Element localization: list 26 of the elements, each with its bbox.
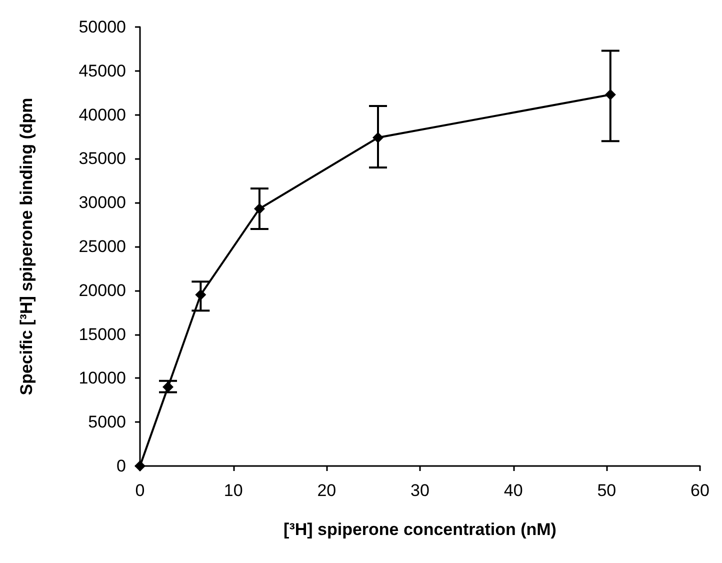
y-tick-label: 30000 [78, 193, 126, 212]
y-tick-label: 5000 [88, 412, 126, 432]
x-tick-label: 10 [224, 481, 243, 500]
y-tick-label: 50000 [78, 18, 126, 36]
point [195, 289, 206, 300]
y-axis-title: Specific [³H] spiperone binding (dpm [17, 98, 36, 396]
point [604, 89, 616, 100]
x-tick-label: 60 [690, 481, 710, 500]
point [134, 460, 146, 472]
y-tick-label: 10000 [78, 368, 126, 388]
x-axis-title: [³H] spiperone concentration (nM) [284, 520, 556, 539]
point [372, 132, 384, 144]
y-tick-label: 15000 [78, 324, 126, 344]
y-tick-label: 25000 [78, 237, 126, 256]
y-tick-label: 20000 [78, 280, 126, 300]
y-tick-label: 0 [116, 456, 126, 476]
x-tick-label: 40 [504, 481, 523, 500]
y-tick-label: 45000 [78, 61, 126, 80]
x-tick-label: 0 [135, 481, 145, 500]
x-tick-label: 50 [597, 481, 616, 500]
point [254, 203, 265, 214]
point [162, 381, 174, 392]
y-tick-label: 40000 [78, 105, 126, 124]
x-tick-label: 20 [317, 481, 336, 500]
y-tick-label: 35000 [78, 149, 126, 168]
x-tick-label: 30 [410, 481, 430, 500]
